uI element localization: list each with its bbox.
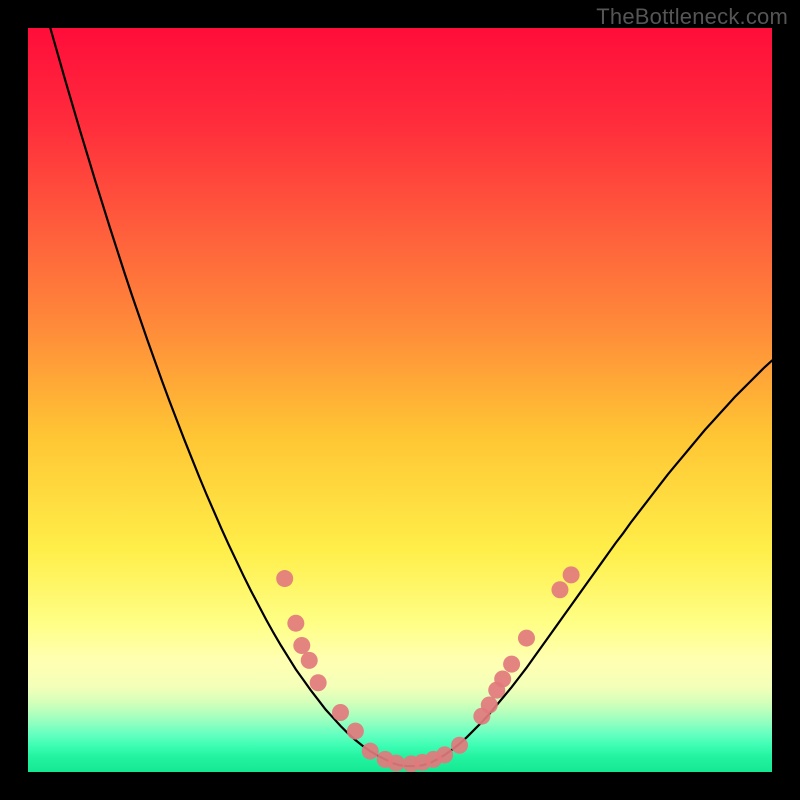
marker-point [494,671,511,688]
marker-point [293,637,310,654]
marker-point [276,570,293,587]
chart-container: TheBottleneck.com [0,0,800,800]
marker-point [518,630,535,647]
plot-background [28,28,772,772]
marker-point [347,723,364,740]
marker-point [481,697,498,714]
marker-point [332,704,349,721]
bottleneck-curve-plot [28,28,772,772]
marker-point [310,674,327,691]
marker-point [551,581,568,598]
marker-point [287,615,304,632]
marker-point [301,652,318,669]
watermark-text: TheBottleneck.com [596,4,788,30]
marker-point [362,743,379,760]
marker-point [451,737,468,754]
marker-point [388,755,405,772]
marker-point [436,746,453,763]
marker-point [563,566,580,583]
marker-point [503,656,520,673]
